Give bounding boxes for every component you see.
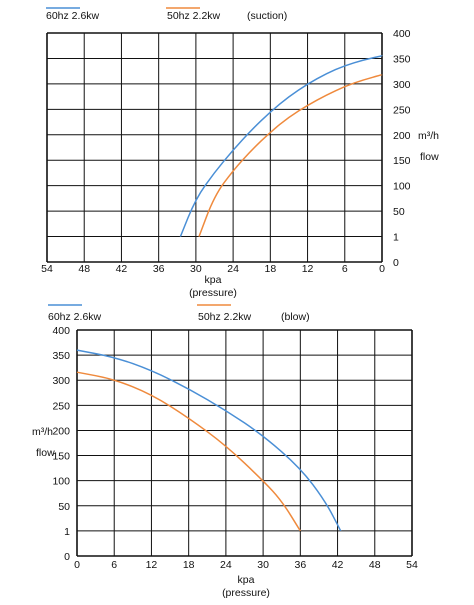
y-tick-label: 150: [393, 155, 411, 167]
y-tick-label: 0: [64, 551, 70, 563]
x-tick-labels: 54 48 42 36 30 24 18 12 6 0: [41, 263, 385, 275]
y-axis-word: flow: [36, 447, 55, 459]
y-tick-label: 1: [393, 232, 399, 244]
legend-60hz-label: 60hz 2.6kw: [48, 311, 102, 323]
series-lines: [179, 55, 383, 237]
y-tick-label: 350: [393, 53, 411, 65]
x-tick-label: 12: [302, 263, 314, 275]
legend-50hz-label: 50hz 2.2kw: [167, 10, 221, 22]
x-tick-label: 6: [111, 559, 117, 571]
x-tick-label: 54: [41, 263, 53, 275]
x-tick-label: 48: [78, 263, 90, 275]
y-tick-label: 100: [52, 476, 70, 488]
x-tick-label: 18: [264, 263, 276, 275]
chart-annotation: (blow): [281, 311, 310, 323]
x-tick-labels: 0 6 12 18 24 30 36 42 48 54: [74, 559, 418, 571]
series-lines: [76, 349, 342, 532]
series-line-50hz: [198, 73, 383, 237]
series-line-60hz: [76, 349, 342, 532]
x-tick-label: 36: [153, 263, 165, 275]
y-axis-unit: m³/h: [32, 426, 53, 438]
blow-chart: 60hz 2.6kw 50hz 2.2kw (blow) 01501001502…: [32, 304, 418, 599]
suction-chart: 60hz 2.6kw 50hz 2.2kw (suction) 01501001…: [41, 7, 439, 299]
y-tick-label: 250: [52, 400, 70, 412]
x-tick-label: 30: [257, 559, 269, 571]
legend-50hz-label: 50hz 2.2kw: [198, 311, 252, 323]
x-tick-label: 42: [116, 263, 128, 275]
y-axis-unit: m³/h: [418, 130, 439, 142]
x-tick-label: 24: [220, 559, 232, 571]
series-line-60hz: [179, 55, 383, 237]
x-tick-label: 36: [294, 559, 306, 571]
y-tick-label: 250: [393, 104, 411, 116]
legend-60hz-label: 60hz 2.6kw: [46, 10, 100, 22]
y-tick-label: 100: [393, 181, 411, 193]
x-axis-label: kpa: [205, 274, 222, 286]
grid: [46, 32, 383, 263]
y-tick-label: 50: [58, 501, 70, 513]
y-tick-label: 300: [52, 375, 70, 387]
y-tick-label: 300: [393, 79, 411, 91]
series-line-50hz: [76, 371, 302, 532]
grid: [76, 329, 413, 557]
x-axis-sublabel: (pressure): [189, 287, 237, 299]
y-tick-label: 1: [64, 526, 70, 538]
y-tick-label: 350: [52, 350, 70, 362]
x-axis-sublabel: (pressure): [222, 587, 270, 599]
chart-annotation: (suction): [247, 10, 287, 22]
x-tick-label: 54: [406, 559, 418, 571]
x-tick-label: 48: [369, 559, 381, 571]
x-axis-label: kpa: [238, 574, 255, 586]
x-tick-label: 18: [183, 559, 195, 571]
y-tick-label: 400: [393, 28, 411, 40]
y-tick-label: 400: [52, 325, 70, 337]
x-tick-label: 24: [227, 263, 239, 275]
x-tick-label: 0: [379, 263, 385, 275]
y-tick-label: 200: [393, 130, 411, 142]
y-tick-label: 50: [393, 206, 405, 218]
y-tick-label: 0: [393, 257, 399, 269]
x-tick-label: 6: [342, 263, 348, 275]
y-axis-word: flow: [420, 151, 439, 163]
y-tick-label: 200: [52, 425, 70, 437]
x-tick-label: 42: [332, 559, 344, 571]
x-tick-label: 12: [146, 559, 158, 571]
x-tick-label: 0: [74, 559, 80, 571]
x-tick-label: 30: [190, 263, 202, 275]
y-tick-label: 150: [52, 451, 70, 463]
